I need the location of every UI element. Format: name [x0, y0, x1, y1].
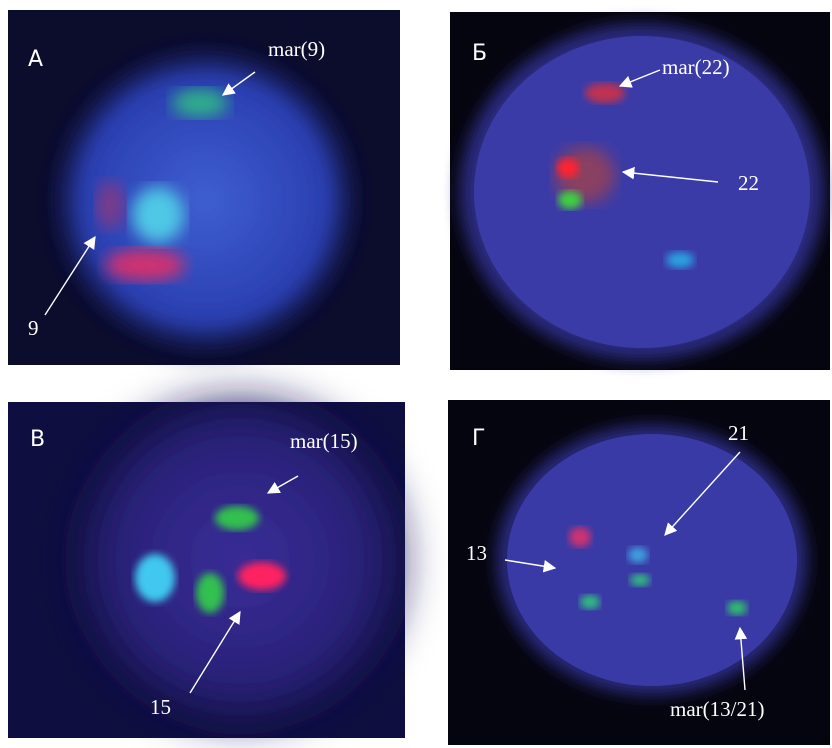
- panel-a: А mar(9) 9: [8, 10, 400, 365]
- panel-label: Б: [472, 41, 487, 66]
- annotation: 15: [150, 695, 171, 719]
- annotation: mar(9): [268, 37, 325, 61]
- panel-label: В: [30, 427, 45, 452]
- panel-d: Г 21 13 mar(13/21): [448, 400, 830, 745]
- panel-label: А: [28, 47, 43, 72]
- panel-c: В mar(15) 15: [8, 385, 415, 738]
- panel-label: Г: [472, 426, 485, 451]
- figure: А mar(9) 9 Б mar(22) 22 В mar(15) 15: [0, 0, 832, 748]
- annotation: mar(22): [662, 55, 730, 79]
- panel-b: Б mar(22) 22: [450, 12, 830, 370]
- annotation: 21: [728, 421, 749, 445]
- annotation: 9: [28, 316, 39, 340]
- annotation: 13: [466, 541, 487, 565]
- annotation: mar(13/21): [670, 697, 764, 721]
- annotation: 22: [738, 171, 759, 195]
- annotation: mar(15): [290, 429, 358, 453]
